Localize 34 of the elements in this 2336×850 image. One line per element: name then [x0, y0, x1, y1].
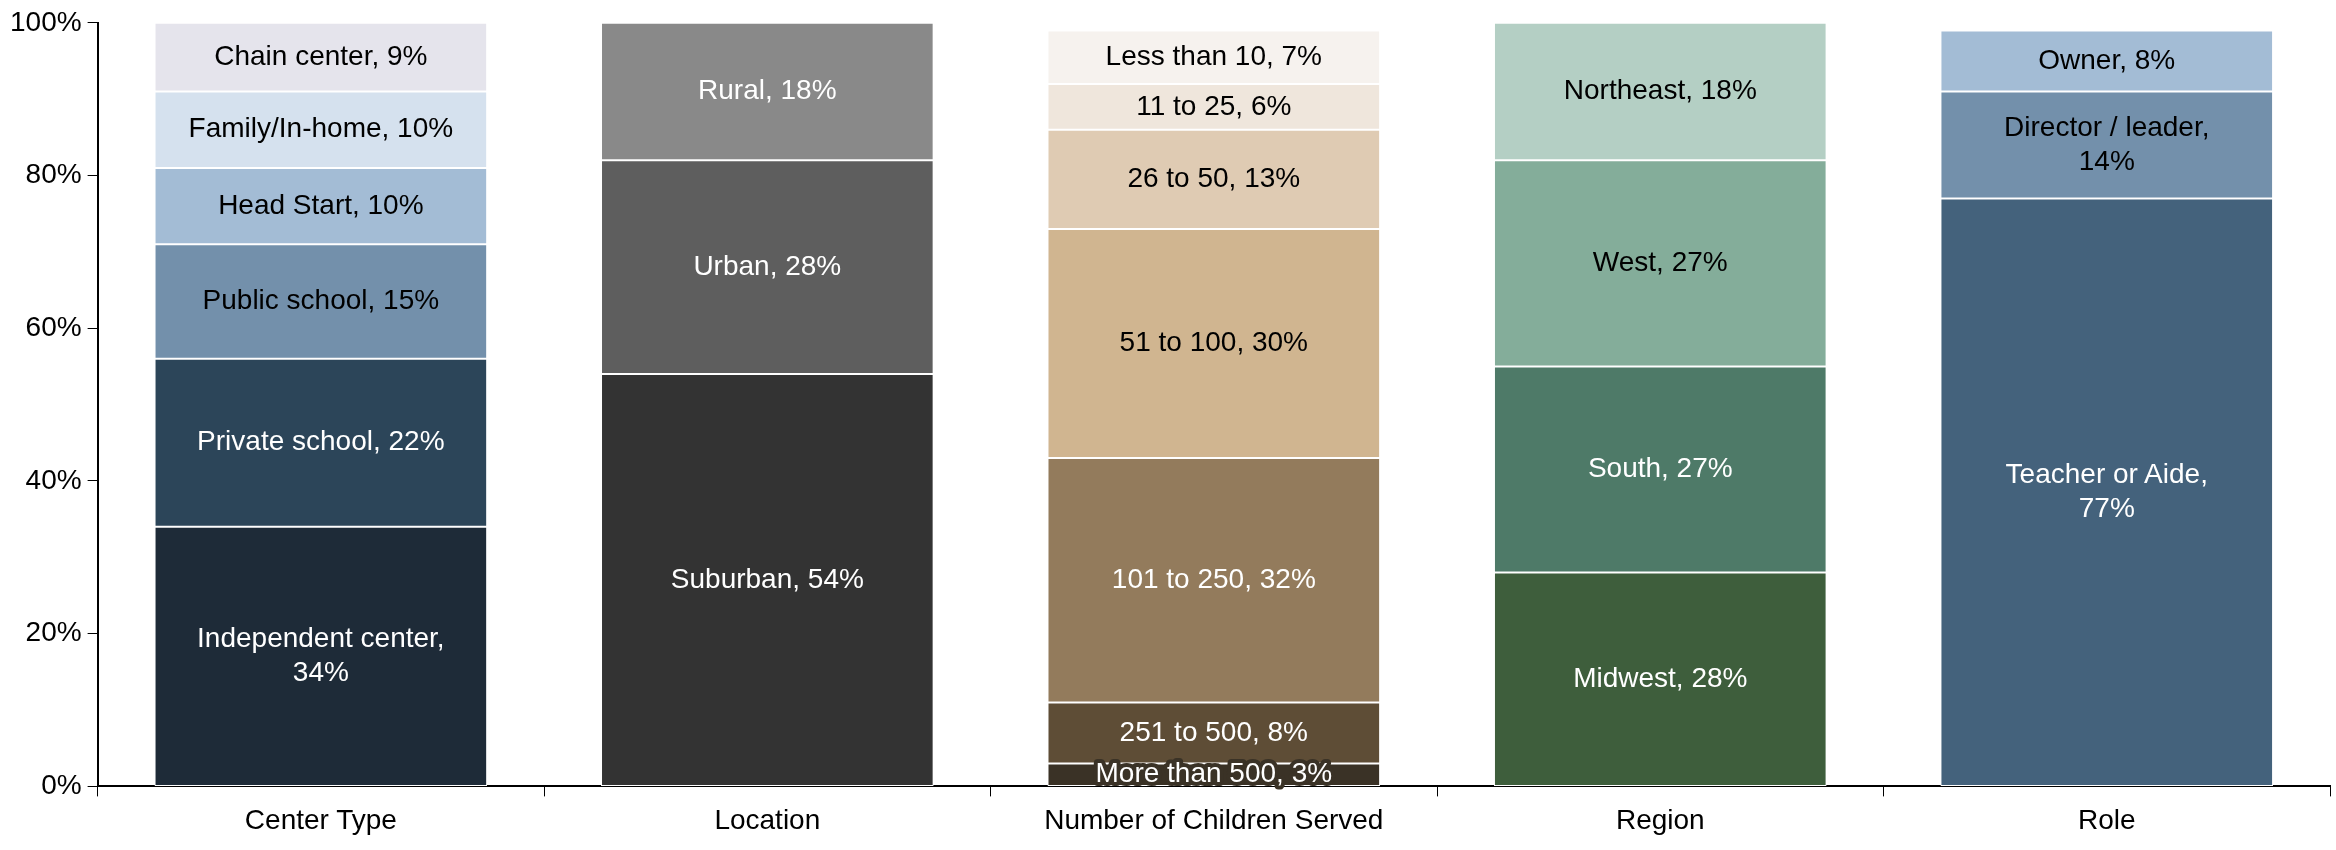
- data-label: 11 to 25, 6%: [1136, 89, 1292, 121]
- data-label: More than 500, 3%: [1095, 757, 1333, 789]
- data-label: Chain center, 9%: [214, 39, 428, 71]
- data-label: Northeast, 18%: [1563, 74, 1757, 106]
- y-tick-label: 100%: [9, 5, 82, 37]
- x-tick-label: Number of Children Served: [1044, 803, 1384, 835]
- data-label: South, 27%: [1587, 452, 1733, 484]
- data-label: Private school, 22%: [197, 425, 445, 457]
- y-tick-label: 20%: [25, 616, 82, 648]
- data-label: Independent center, 34%: [197, 622, 445, 688]
- y-tick-label: 80%: [25, 158, 82, 190]
- data-label: 51 to 100, 30%: [1119, 326, 1308, 358]
- data-label: Director / leader, 14%: [2004, 110, 2210, 176]
- data-label: Public school, 15%: [202, 284, 440, 316]
- x-tick-label: Location: [714, 803, 821, 835]
- data-label: 101 to 250, 32%: [1111, 562, 1316, 594]
- data-label: Less than 10, 7%: [1105, 39, 1322, 71]
- data-label: West, 27%: [1592, 246, 1728, 278]
- x-tick-label: Center Type: [244, 803, 397, 835]
- data-label: Urban, 28%: [693, 249, 842, 281]
- y-tick-label: 60%: [25, 310, 82, 342]
- data-label: Midwest, 28%: [1573, 661, 1748, 693]
- x-tick-label: Region: [1615, 803, 1705, 835]
- data-label: Head Start, 10%: [218, 188, 424, 220]
- y-tick-label: 40%: [25, 463, 82, 495]
- data-label: Family/In-home, 10%: [188, 112, 454, 144]
- data-label: Rural, 18%: [698, 74, 837, 106]
- data-label: Suburban, 54%: [670, 562, 864, 594]
- data-label: Teacher or Aide, 77%: [2005, 457, 2208, 523]
- x-tick-label: Role: [2077, 803, 2136, 835]
- data-label: 251 to 500, 8%: [1119, 715, 1308, 747]
- data-label: Owner, 8%: [2038, 43, 2176, 75]
- y-tick-label: 0%: [41, 769, 82, 801]
- data-label: 26 to 50, 13%: [1127, 162, 1301, 194]
